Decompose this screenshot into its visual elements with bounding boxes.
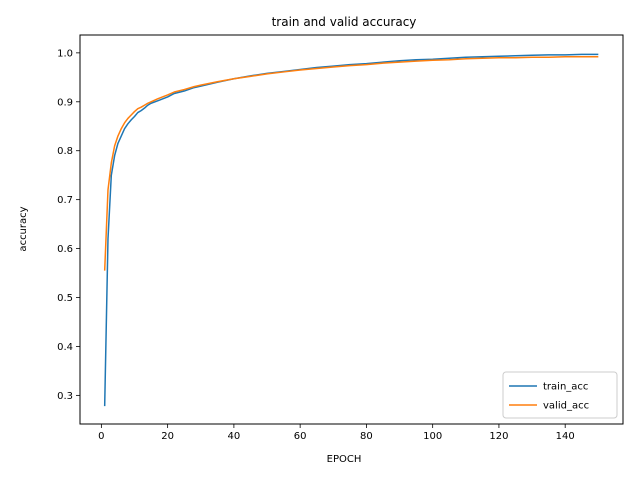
legend-label-train-acc: train_acc <box>543 382 588 393</box>
x-tick-label: 0 <box>98 431 104 442</box>
x-tick-label: 60 <box>294 431 307 442</box>
x-axis-label: EPOCH <box>327 454 362 465</box>
y-tick-label: 0.5 <box>57 293 73 304</box>
x-tick-label: 40 <box>228 431 241 442</box>
legend-box <box>502 371 618 419</box>
legend: train_acc valid_acc <box>502 371 618 419</box>
y-axis-ticks: 0.3 0.4 0.5 0.6 0.7 0.8 0.9 1.0 <box>57 48 80 402</box>
chart-title: train and valid accuracy <box>272 15 417 29</box>
x-tick-label: 100 <box>423 431 442 442</box>
x-tick-label: 120 <box>489 431 508 442</box>
y-tick-label: 1.0 <box>57 48 73 59</box>
x-tick-label: 80 <box>360 431 373 442</box>
y-tick-label: 0.4 <box>57 342 73 353</box>
y-tick-label: 0.9 <box>57 97 73 108</box>
series-layer <box>103 53 599 407</box>
y-tick-label: 0.7 <box>57 195 73 206</box>
x-tick-label: 140 <box>556 431 575 442</box>
x-axis-ticks: 0 20 40 60 80 100 120 140 <box>98 424 575 442</box>
y-tick-label: 0.6 <box>57 244 73 255</box>
y-tick-label: 0.8 <box>57 146 73 157</box>
legend-label-valid-acc: valid_acc <box>543 401 589 412</box>
axes-frame <box>79 34 624 425</box>
series-line-valid-acc <box>103 56 599 271</box>
x-tick-label: 20 <box>161 431 174 442</box>
y-tick-label: 0.3 <box>57 391 73 402</box>
y-axis-label: accuracy <box>18 206 29 251</box>
